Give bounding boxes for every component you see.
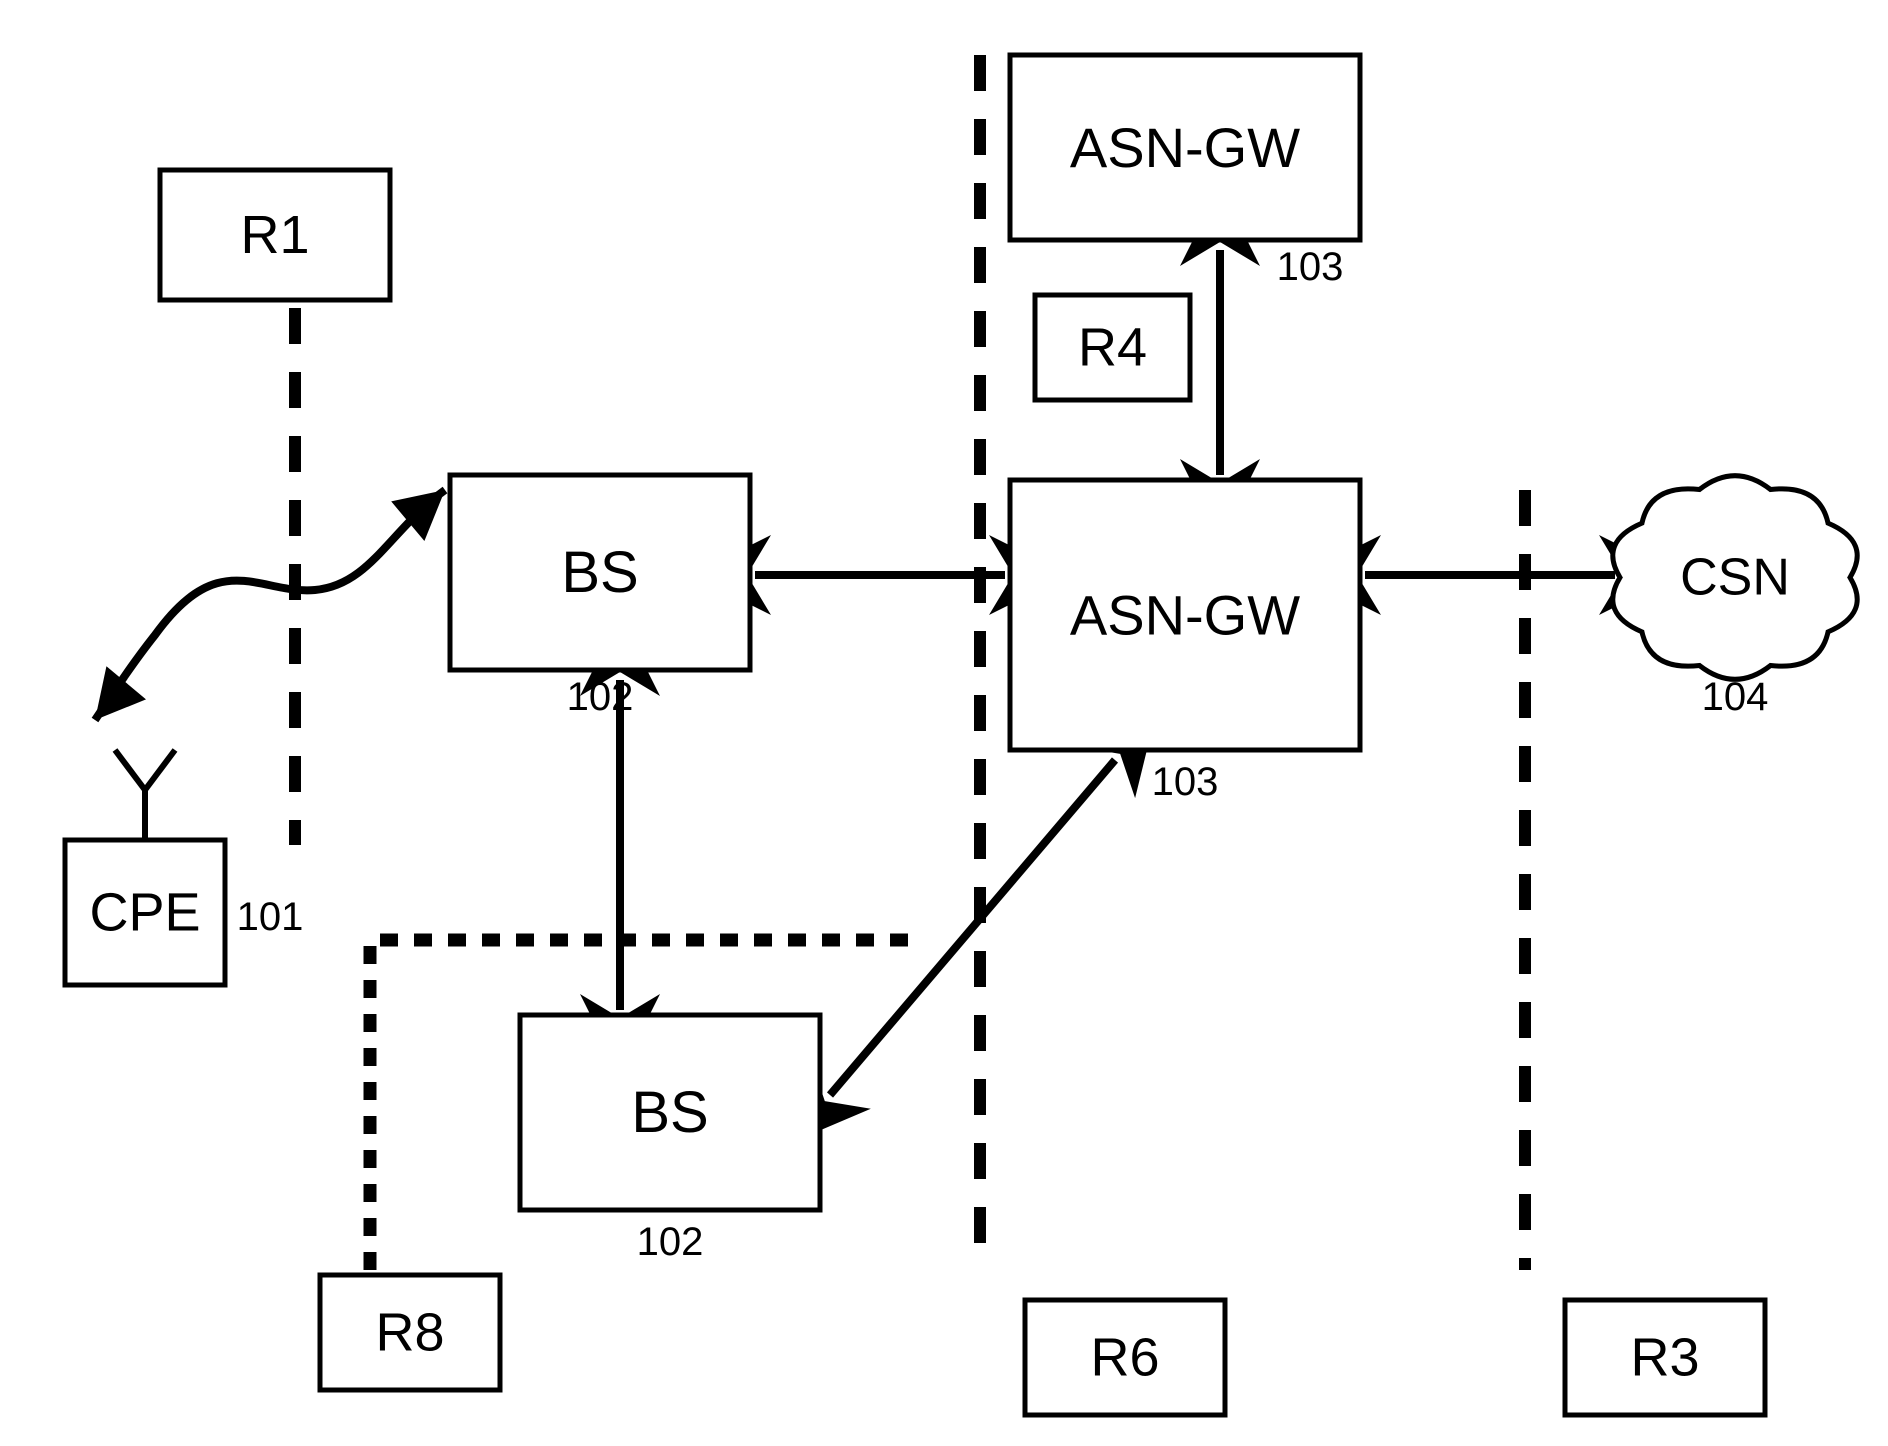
label-r6: R6: [1090, 1328, 1159, 1388]
ref-asngw2: 103: [1152, 760, 1219, 804]
label-r3: R3: [1630, 1328, 1699, 1388]
node-r6: R6: [1025, 1300, 1225, 1415]
node-cpe: CPE 101: [65, 750, 303, 985]
ref-cpe: 101: [237, 895, 304, 939]
node-r8: R8: [320, 1275, 500, 1390]
node-asngw2: ASN-GW 103: [1010, 480, 1360, 804]
label-asngw1: ASN-GW: [1070, 116, 1300, 179]
ref-bs1: 102: [567, 675, 634, 719]
e-bs2-asngw2: [830, 760, 1115, 1095]
node-r4: R4: [1035, 295, 1190, 400]
ref-csn: 104: [1702, 675, 1769, 719]
label-r1: R1: [240, 205, 309, 265]
network-diagram: R1 CPE 101 BS 102 BS 102 ASN-GW 103 ASN-GW 103 R4 R8…: [0, 0, 1888, 1446]
ref-bs2: 102: [637, 1220, 704, 1264]
ref-asngw1: 103: [1277, 245, 1344, 289]
node-asngw1: ASN-GW 103: [1010, 55, 1360, 289]
node-r3: R3: [1565, 1300, 1765, 1415]
node-csn: CSN 104: [1613, 476, 1857, 719]
node-bs2: BS 102: [520, 1015, 820, 1264]
label-asngw2: ASN-GW: [1070, 584, 1300, 647]
label-r4: R4: [1078, 318, 1147, 378]
node-bs1: BS 102: [450, 475, 750, 719]
label-cpe: CPE: [89, 883, 200, 943]
node-r1: R1: [160, 170, 390, 300]
label-bs1: BS: [561, 540, 638, 605]
label-r8: R8: [375, 1303, 444, 1363]
label-csn: CSN: [1680, 549, 1790, 607]
e-cpe-bs1: [95, 490, 445, 720]
label-bs2: BS: [631, 1080, 708, 1145]
